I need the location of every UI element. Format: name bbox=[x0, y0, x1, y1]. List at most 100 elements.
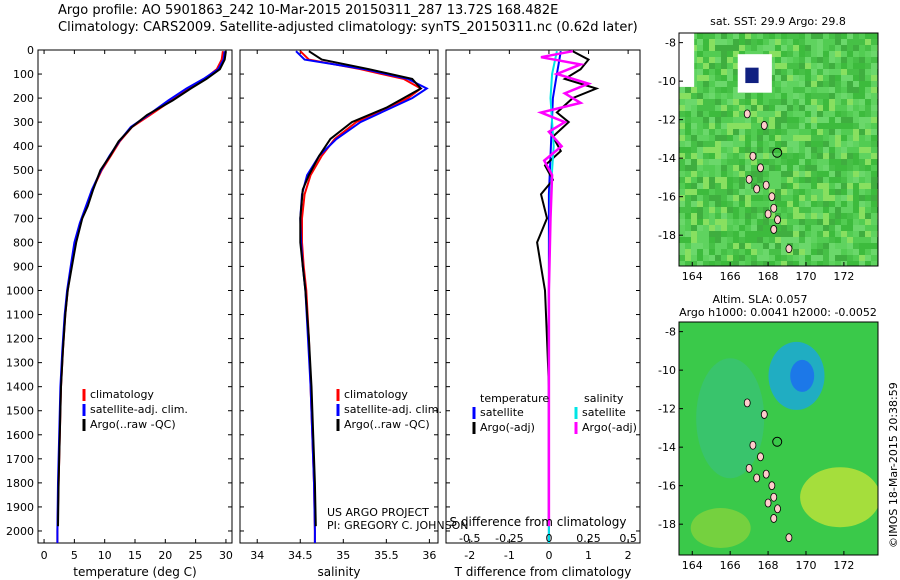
sst-cell bbox=[721, 195, 727, 201]
sst-cell bbox=[787, 201, 793, 207]
sst-cell bbox=[715, 201, 721, 207]
sst-cell bbox=[691, 123, 697, 129]
sst-cell bbox=[727, 171, 733, 177]
sst-cell bbox=[739, 93, 745, 99]
sst-cell bbox=[763, 117, 769, 123]
sst-cell bbox=[871, 51, 877, 57]
sst-cell bbox=[841, 213, 847, 219]
sst-cell bbox=[787, 63, 793, 69]
sst-cell bbox=[709, 45, 715, 51]
sst-cell bbox=[799, 165, 805, 171]
sst-cell bbox=[841, 183, 847, 189]
legend-label: Argo(..raw -QC) bbox=[344, 418, 430, 431]
sst-cell bbox=[691, 207, 697, 213]
sst-cell bbox=[751, 33, 757, 39]
sst-cell bbox=[751, 171, 757, 177]
sst-cell bbox=[697, 225, 703, 231]
sst-cell bbox=[751, 219, 757, 225]
sst-cell bbox=[709, 141, 715, 147]
depth-tick-label: 0 bbox=[27, 44, 34, 57]
sst-cell bbox=[691, 183, 697, 189]
sst-cell bbox=[733, 243, 739, 249]
sst-cell bbox=[829, 225, 835, 231]
sst-cell bbox=[787, 51, 793, 57]
sst-cell bbox=[769, 135, 775, 141]
sst-cell bbox=[805, 171, 811, 177]
sst-cell bbox=[769, 165, 775, 171]
sst-cell bbox=[769, 237, 775, 243]
sst-cell bbox=[847, 105, 853, 111]
sst-cell bbox=[721, 69, 727, 75]
sst-cell bbox=[703, 189, 709, 195]
sst-cell bbox=[751, 45, 757, 51]
sst-cell bbox=[709, 51, 715, 57]
sst-cell bbox=[679, 135, 685, 141]
sst-cell bbox=[859, 63, 865, 69]
sst-cell bbox=[757, 93, 763, 99]
sst-cell bbox=[871, 33, 877, 39]
sst-cell bbox=[733, 183, 739, 189]
sst-cell bbox=[685, 261, 691, 266]
sst-cell bbox=[787, 45, 793, 51]
sst-cell bbox=[739, 171, 745, 177]
sst-cell bbox=[871, 201, 877, 207]
sst-cell bbox=[757, 195, 763, 201]
sst-cell bbox=[685, 129, 691, 135]
sst-cell bbox=[721, 135, 727, 141]
sst-cell bbox=[853, 183, 859, 189]
island-marker bbox=[764, 209, 772, 219]
sst-cell bbox=[685, 153, 691, 159]
sst-cell bbox=[733, 261, 739, 266]
island-marker bbox=[753, 184, 761, 194]
sst-cell bbox=[703, 69, 709, 75]
sst-cell bbox=[847, 93, 853, 99]
sst-cell bbox=[751, 147, 757, 153]
sst-cell bbox=[835, 135, 841, 141]
sst-cell bbox=[727, 195, 733, 201]
sst-cell bbox=[739, 45, 745, 51]
sst-cell bbox=[757, 261, 763, 266]
sst-cell bbox=[733, 45, 739, 51]
sst-cell bbox=[859, 177, 865, 183]
depth-tick-label: 500 bbox=[13, 164, 34, 177]
series-line-salinity-argo-adj- bbox=[536, 49, 593, 527]
sst-cell bbox=[829, 117, 835, 123]
sst-cell bbox=[715, 63, 721, 69]
sst-cell bbox=[721, 33, 727, 39]
sst-cell bbox=[853, 189, 859, 195]
sst-cell bbox=[745, 117, 751, 123]
sst-cell bbox=[793, 255, 799, 261]
sst-cell bbox=[859, 33, 865, 39]
sst-cell bbox=[871, 123, 877, 129]
sst-cell bbox=[823, 69, 829, 75]
sst-cell bbox=[679, 159, 685, 165]
depth-tick-label: 1700 bbox=[6, 453, 34, 466]
sst-cell bbox=[865, 87, 871, 93]
sst-cell bbox=[727, 231, 733, 237]
sst-cell bbox=[685, 189, 691, 195]
sst-cell bbox=[781, 159, 787, 165]
depth-tick-label: 1600 bbox=[6, 429, 34, 442]
sst-cell bbox=[841, 189, 847, 195]
sst-cell bbox=[787, 159, 793, 165]
sst-cell bbox=[781, 57, 787, 63]
sst-cell bbox=[721, 87, 727, 93]
depth-tick-label: 1300 bbox=[6, 357, 34, 370]
legend-label: satellite-adj. clim. bbox=[344, 403, 442, 416]
map-bottom-title-2: Argo h1000: 0.0041 h2000: -0.0052 bbox=[679, 306, 877, 319]
sst-cell bbox=[733, 237, 739, 243]
sst-cell bbox=[745, 237, 751, 243]
sst-cell bbox=[709, 171, 715, 177]
sst-cell bbox=[703, 93, 709, 99]
sst-cell bbox=[817, 207, 823, 213]
sst-cell bbox=[829, 237, 835, 243]
sst-cell bbox=[709, 219, 715, 225]
sst-cell bbox=[865, 219, 871, 225]
sst-cell bbox=[757, 111, 763, 117]
sst-cell bbox=[775, 255, 781, 261]
sst-cell bbox=[793, 207, 799, 213]
sst-cell bbox=[685, 111, 691, 117]
sst-cell bbox=[751, 177, 757, 183]
sst-cell bbox=[685, 159, 691, 165]
sst-cell bbox=[817, 123, 823, 129]
